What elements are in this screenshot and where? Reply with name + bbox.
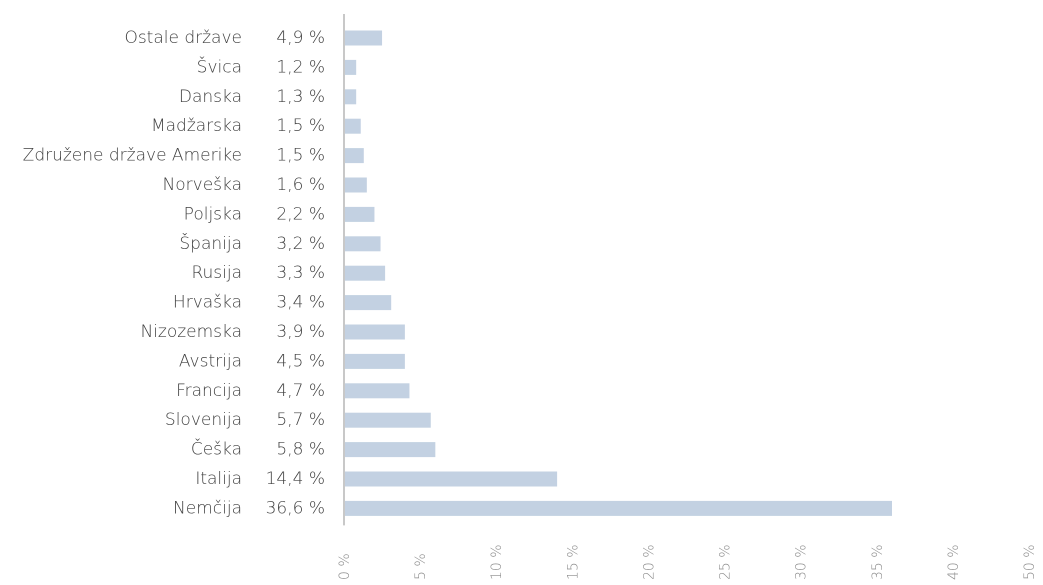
- category-label: Italija: [195, 469, 242, 489]
- category-label: Združene države Amerike: [23, 146, 242, 166]
- bar: [344, 500, 892, 516]
- bar: [344, 383, 410, 399]
- bar: [344, 353, 405, 369]
- value-label: 5,8 %: [276, 440, 325, 460]
- value-label: 36,6 %: [266, 498, 325, 518]
- value-label: 4,7 %: [276, 381, 325, 401]
- value-label: 14,4 %: [266, 469, 325, 489]
- category-label: Rusija: [191, 263, 242, 283]
- x-tick-label: 25 %: [718, 544, 734, 580]
- category-label: Francija: [176, 381, 242, 401]
- labels-layer: Ostale države 4,9 % Švica 1,2 % Danska 1,3 % M…: [23, 28, 325, 518]
- x-tick-label: 30 %: [794, 544, 810, 580]
- category-label: Švica: [197, 55, 242, 77]
- x-tick-label: 50 %: [1022, 544, 1038, 580]
- value-label: 3,2 %: [276, 234, 325, 254]
- value-label: 3,9 %: [276, 322, 325, 342]
- value-label: 1,6 %: [276, 175, 325, 195]
- bar: [344, 265, 386, 281]
- category-label: Poljska: [184, 204, 242, 224]
- value-label: 1,2 %: [276, 57, 325, 77]
- value-label: 1,3 %: [276, 87, 325, 107]
- category-label: Slovenija: [165, 410, 242, 430]
- bar: [344, 30, 383, 46]
- category-label: Češka: [191, 438, 242, 460]
- x-tick-label: 20 %: [641, 544, 657, 580]
- bar: [344, 59, 357, 75]
- x-tick-label: 40 %: [946, 544, 962, 580]
- x-tick-label: 0 %: [337, 553, 353, 580]
- bar: [344, 177, 367, 193]
- x-tick-label: 35 %: [870, 544, 886, 580]
- x-tick-label: 5 %: [413, 553, 429, 580]
- bar: [344, 148, 364, 164]
- value-label: 1,5 %: [276, 146, 325, 166]
- category-label: Norveška: [163, 175, 242, 195]
- category-label: Danska: [179, 87, 242, 107]
- value-label: 2,2 %: [276, 204, 325, 224]
- category-label: Španija: [179, 232, 242, 254]
- bar: [344, 442, 436, 458]
- category-label: Hrvaška: [173, 293, 242, 313]
- category-label: Ostale države: [124, 28, 242, 48]
- x-tick-labels: 0 % 5 % 10 % 15 % 20 % 25 % 30 % 35 % 40 % 50 %: [337, 544, 1038, 580]
- bar: [344, 236, 381, 252]
- bar: [344, 295, 392, 311]
- x-tick-label: 10 %: [489, 544, 505, 580]
- value-label: 1,5 %: [276, 116, 325, 136]
- x-tick-label: 15 %: [565, 544, 581, 580]
- bar: [344, 206, 375, 222]
- value-label: 3,4 %: [276, 293, 325, 313]
- value-label: 4,5 %: [276, 351, 325, 371]
- bar: [344, 89, 357, 105]
- category-label: Madžarska: [151, 116, 242, 136]
- value-label: 5,7 %: [276, 410, 325, 430]
- bar: [344, 471, 558, 487]
- bars-layer: [344, 30, 892, 516]
- category-label: Avstrija: [179, 351, 242, 371]
- value-label: 4,9 %: [276, 28, 325, 48]
- category-label: Nizozemska: [140, 322, 242, 342]
- value-label: 3,3 %: [276, 263, 325, 283]
- bar: [344, 324, 405, 340]
- category-label: Nemčija: [173, 498, 242, 518]
- bar: [344, 118, 361, 134]
- bar: [344, 412, 431, 428]
